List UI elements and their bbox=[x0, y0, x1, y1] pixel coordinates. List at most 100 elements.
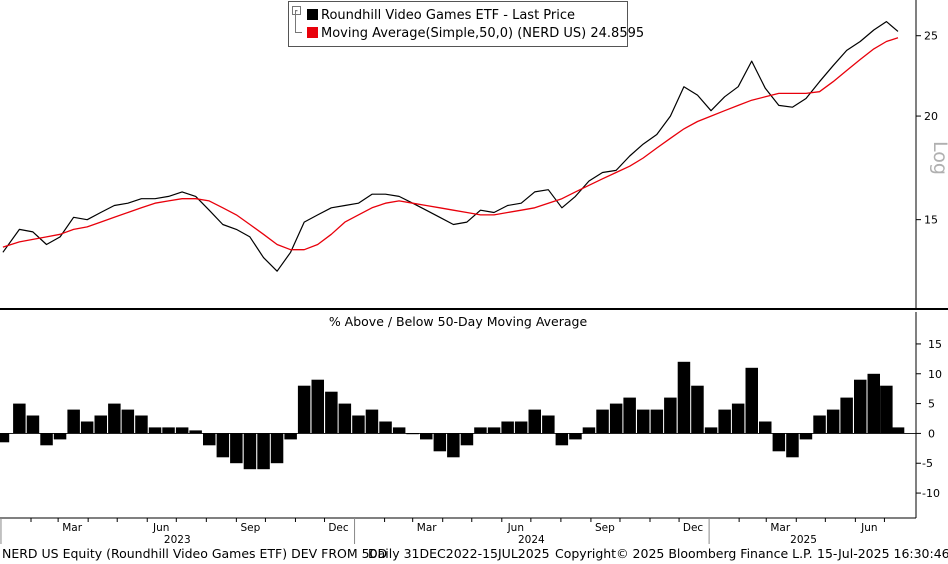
deviation-bar bbox=[623, 397, 636, 434]
deviation-bar bbox=[162, 427, 175, 434]
month-label: Sep bbox=[240, 522, 260, 534]
deviation-bar bbox=[514, 421, 528, 434]
deviation-bar bbox=[80, 421, 94, 434]
deviation-bar bbox=[474, 427, 487, 434]
deviation-bar bbox=[555, 433, 569, 446]
deviation-tick-label: 0 bbox=[928, 427, 935, 440]
deviation-bar bbox=[880, 385, 893, 434]
deviation-bar bbox=[94, 415, 107, 434]
deviation-bar bbox=[569, 433, 582, 440]
deviation-bar bbox=[447, 433, 460, 458]
month-label: Jun bbox=[860, 522, 877, 534]
deviation-bar bbox=[745, 367, 758, 434]
price-tick-label: 25 bbox=[924, 30, 938, 43]
deviation-bar bbox=[203, 433, 216, 446]
deviation-bar bbox=[813, 415, 826, 434]
deviation-bar bbox=[433, 433, 447, 452]
deviation-bar bbox=[338, 403, 352, 434]
deviation-bar bbox=[0, 433, 10, 443]
deviation-bar bbox=[487, 427, 501, 434]
deviation-tick-label: 5 bbox=[928, 398, 935, 411]
deviation-bar bbox=[108, 403, 121, 434]
month-label: Jun bbox=[152, 522, 169, 534]
deviation-bar bbox=[582, 427, 596, 434]
deviation-bar bbox=[704, 427, 718, 434]
month-label: Dec bbox=[683, 522, 704, 534]
deviation-bar bbox=[501, 421, 514, 434]
month-label: Mar bbox=[62, 522, 82, 534]
deviation-bar bbox=[786, 433, 799, 458]
deviation-bar bbox=[392, 427, 406, 434]
legend-collapse-icon[interactable]: - bbox=[292, 6, 301, 15]
deviation-title: % Above / Below 50-Day Moving Average bbox=[328, 314, 588, 329]
deviation-tick-label: -5 bbox=[922, 457, 933, 470]
price-swatch bbox=[307, 9, 318, 20]
deviation-bar bbox=[542, 415, 555, 434]
deviation-panel: -10 -5 0 5 10 15 bbox=[0, 338, 942, 500]
deviation-tick-label: -10 bbox=[922, 487, 940, 500]
month-label: Dec bbox=[328, 522, 349, 534]
deviation-bar bbox=[420, 433, 433, 440]
deviation-bar bbox=[731, 403, 745, 434]
price-panel: 15 20 25 bbox=[2, 21, 938, 272]
deviation-tick-label: 15 bbox=[928, 338, 942, 351]
deviation-bar bbox=[460, 433, 474, 446]
deviation-bar bbox=[826, 409, 840, 434]
legend-tree-connector bbox=[295, 10, 302, 33]
legend-item-ma[interactable]: Moving Average(Simple,50,0) (NERD US) 24… bbox=[307, 25, 644, 43]
deviation-bar bbox=[718, 409, 731, 434]
deviation-bar bbox=[528, 409, 541, 434]
deviation-bar bbox=[772, 433, 786, 452]
legend-item-price[interactable]: Roundhill Video Games ETF - Last Price bbox=[307, 7, 575, 25]
deviation-bar bbox=[677, 361, 691, 434]
deviation-bar bbox=[257, 433, 270, 470]
deviation-tick-label: 10 bbox=[928, 368, 942, 381]
deviation-bar bbox=[325, 391, 338, 434]
deviation-bar bbox=[40, 433, 53, 446]
deviation-bar bbox=[13, 403, 26, 434]
footer-security: NERD US Equity (Roundhill Video Games ET… bbox=[2, 546, 388, 561]
deviation-bar bbox=[243, 433, 257, 470]
moving-average-line bbox=[2, 37, 899, 251]
deviation-bar bbox=[189, 430, 202, 434]
deviation-bar bbox=[67, 409, 80, 434]
deviation-bar bbox=[216, 433, 230, 458]
deviation-bar bbox=[121, 409, 135, 434]
deviation-bar bbox=[270, 433, 284, 464]
deviation-bar bbox=[311, 379, 324, 434]
deviation-bar bbox=[53, 433, 67, 440]
log-axis-label: Log bbox=[929, 141, 948, 175]
deviation-bar bbox=[799, 433, 813, 440]
deviation-bar bbox=[596, 409, 609, 434]
deviation-bar bbox=[230, 433, 243, 464]
deviation-bar bbox=[365, 409, 379, 434]
deviation-bar bbox=[297, 385, 311, 434]
deviation-bar bbox=[854, 379, 867, 434]
chart-legend: - Roundhill Video Games ETF - Last Price… bbox=[288, 1, 644, 47]
deviation-bar bbox=[352, 415, 365, 434]
deviation-bar bbox=[379, 421, 392, 434]
deviation-bar bbox=[691, 385, 704, 434]
year-label: 2025 bbox=[790, 534, 817, 546]
deviation-bar bbox=[26, 415, 40, 434]
deviation-bar bbox=[759, 421, 772, 434]
price-tick-label: 15 bbox=[924, 214, 938, 227]
month-label: Mar bbox=[417, 522, 437, 534]
time-axis: Mar Jun Sep Dec 2023 Mar Jun Sep Dec 2024 Mar Jun 20… bbox=[0, 518, 885, 546]
footer-range: Daily 31DEC2022-15JUL2025 bbox=[368, 546, 550, 561]
month-label: Sep bbox=[595, 522, 615, 534]
deviation-bar bbox=[867, 373, 880, 434]
deviation-bar bbox=[284, 433, 297, 440]
deviation-bar bbox=[650, 409, 664, 434]
deviation-bar bbox=[609, 403, 623, 434]
legend-price-label: Roundhill Video Games ETF - Last Price bbox=[321, 8, 576, 23]
price-tick-label: 20 bbox=[924, 110, 938, 123]
deviation-bar bbox=[135, 415, 148, 434]
footer-copyright: Copyright© 2025 Bloomberg Finance L.P. bbox=[555, 546, 813, 561]
price-line bbox=[2, 21, 899, 272]
chart-frame bbox=[0, 0, 948, 519]
footer-timestamp: 15-Jul-2025 16:30:46 bbox=[817, 546, 948, 561]
year-label: 2023 bbox=[164, 534, 191, 546]
deviation-bar bbox=[891, 427, 905, 434]
